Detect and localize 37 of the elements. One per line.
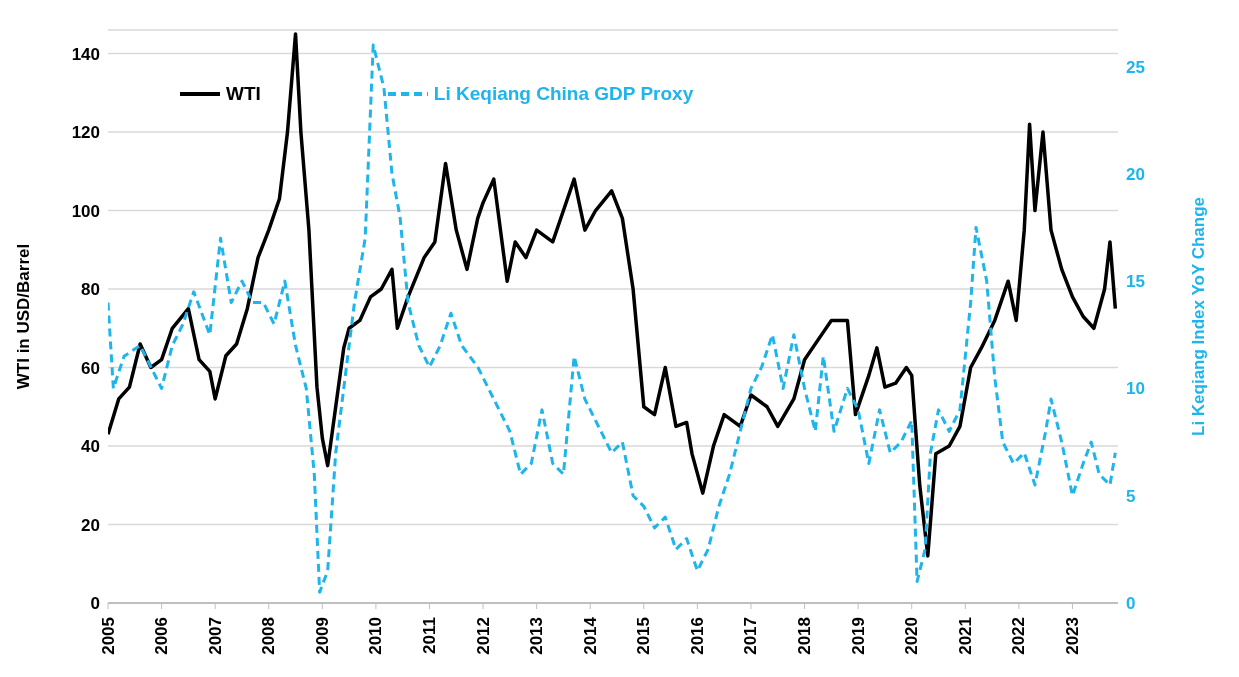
x-tick-label: 2010 xyxy=(366,617,386,655)
y2-tick-label: 15 xyxy=(1126,272,1145,292)
x-tick-label: 2015 xyxy=(634,617,654,655)
y-tick-label: 140 xyxy=(71,44,100,64)
x-tick-label: 2019 xyxy=(848,617,868,655)
x-tick-label: 2020 xyxy=(902,617,922,655)
y-tick-label: 20 xyxy=(81,515,100,535)
y-tick-label: 40 xyxy=(81,437,100,457)
y-tick-label: 80 xyxy=(81,280,100,300)
y2-tick-label: 0 xyxy=(1126,594,1136,614)
x-tick-label: 2007 xyxy=(205,617,225,655)
y-axis-title: WTI in USD/Barrel xyxy=(14,243,34,390)
x-tick-label: 2011 xyxy=(419,617,439,654)
legend-label: Li Keqiang China GDP Proxy xyxy=(433,83,694,105)
legend-label: WTI xyxy=(226,83,261,105)
y2-tick-label: 10 xyxy=(1126,379,1145,399)
y2-axis-title: Li Keqiang Index YoY Change xyxy=(1189,197,1209,436)
y-tick-label: 0 xyxy=(90,594,100,614)
x-tick-label: 2006 xyxy=(152,617,172,655)
x-tick-label: 2012 xyxy=(473,617,493,655)
x-tick-label: 2023 xyxy=(1062,617,1082,655)
x-tick-label: 2014 xyxy=(580,616,600,655)
x-tick-label: 2016 xyxy=(687,617,707,655)
x-tick-label: 2018 xyxy=(795,617,815,655)
y-tick-label: 120 xyxy=(71,123,100,143)
y2-tick-label: 5 xyxy=(1126,486,1136,506)
y2-tick-label: 25 xyxy=(1126,57,1145,77)
x-tick-label: 2009 xyxy=(312,617,332,655)
x-tick-label: 2008 xyxy=(259,617,279,655)
y-tick-label: 100 xyxy=(71,201,100,221)
x-tick-label: 2013 xyxy=(527,617,547,655)
x-tick-label: 2005 xyxy=(98,617,118,655)
y2-tick-label: 20 xyxy=(1126,164,1145,184)
x-tick-label: 2021 xyxy=(955,617,975,655)
x-tick-label: 2017 xyxy=(741,617,761,655)
y-tick-label: 60 xyxy=(81,358,100,378)
x-tick-label: 2022 xyxy=(1009,617,1029,655)
